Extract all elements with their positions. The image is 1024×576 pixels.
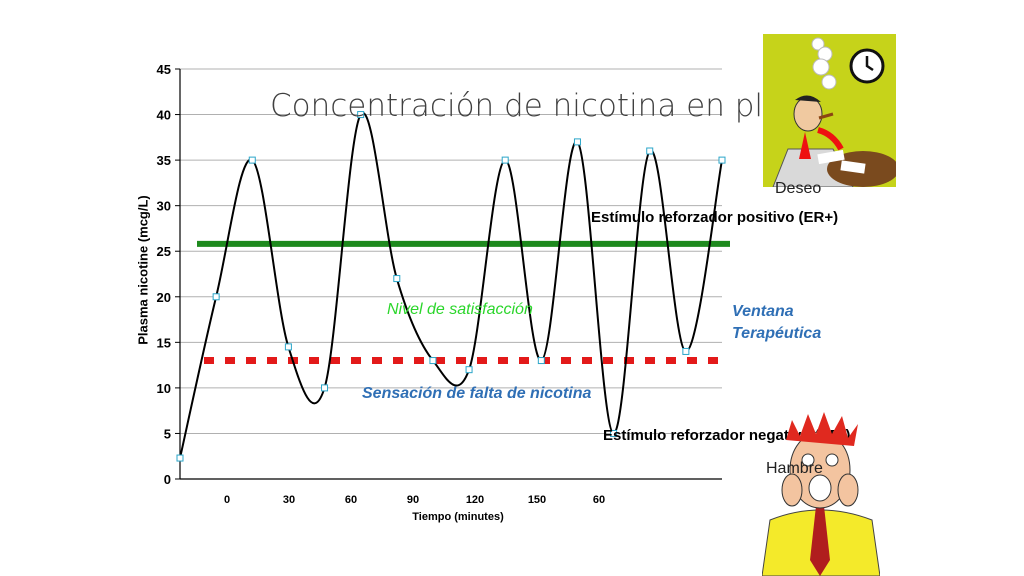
y-tick-label: 10 <box>157 381 171 396</box>
y-tick-label: 30 <box>157 199 171 214</box>
er-plus-label: Estímulo reforzador positivo (ER+) <box>591 209 839 226</box>
data-point-marker <box>321 384 329 392</box>
y-tick-label: 5 <box>164 426 171 441</box>
withdrawal-label: Sensación de falta de nicotina <box>362 385 592 402</box>
screaming-man-icon <box>762 412 880 576</box>
y-tick-label: 0 <box>164 472 171 487</box>
x-tick-label: 120 <box>466 494 484 506</box>
ventana-line1: Ventana <box>732 303 794 320</box>
x-tick-label: 60 <box>345 494 357 506</box>
x-axis-label: Tiempo (minutes) <box>412 511 504 523</box>
data-point-marker <box>537 357 545 365</box>
y-axis-label: Plasma nicotine (mcg/L) <box>135 195 151 345</box>
data-point-marker <box>501 156 509 164</box>
series <box>176 111 726 462</box>
y-tick-label: 40 <box>157 108 171 123</box>
x-tick-label: 90 <box>407 494 419 506</box>
data-point-marker <box>176 454 184 462</box>
hunger-label: Hambre <box>766 460 823 477</box>
craving-label: Deseo <box>775 180 822 197</box>
data-point-marker <box>429 357 437 365</box>
data-point-marker <box>465 366 473 374</box>
data-point-marker <box>357 111 365 119</box>
ventana-line2: Terapéutica <box>732 325 822 342</box>
therapeutic-window-label: Ventana Terapéutica <box>732 301 821 345</box>
x-tick-label: 0 <box>224 494 230 506</box>
data-point-marker <box>610 429 618 437</box>
data-point-marker <box>718 156 726 164</box>
y-tick-label: 20 <box>157 290 171 305</box>
nicotine-curve <box>179 111 723 459</box>
data-point-marker <box>682 347 690 355</box>
y-tick-label: 15 <box>157 335 171 350</box>
data-point-marker <box>393 275 401 283</box>
data-point-marker <box>646 147 654 155</box>
data-point-marker <box>284 343 292 351</box>
x-tick-label: 60 <box>593 494 605 506</box>
axes: 0 5 10 15 20 25 30 35 40 45 0 30 60 90 120 150 60 <box>157 62 722 506</box>
y-tick-label: 35 <box>157 153 171 168</box>
chart-title: Concentración de nicotina en plas <box>270 88 765 124</box>
y-tick-label: 45 <box>157 62 171 77</box>
data-point-marker <box>212 293 220 301</box>
satisfaction-label: Nivel de satisfacción <box>387 301 533 318</box>
grid <box>180 68 722 434</box>
data-point-marker <box>573 138 581 146</box>
y-tick-label: 25 <box>157 244 171 259</box>
smoking-man-clock-icon <box>763 34 896 187</box>
x-tick-label: 150 <box>528 494 546 506</box>
reference-lines <box>197 240 730 365</box>
x-tick-label: 30 <box>283 494 295 506</box>
data-point-marker <box>248 156 256 164</box>
